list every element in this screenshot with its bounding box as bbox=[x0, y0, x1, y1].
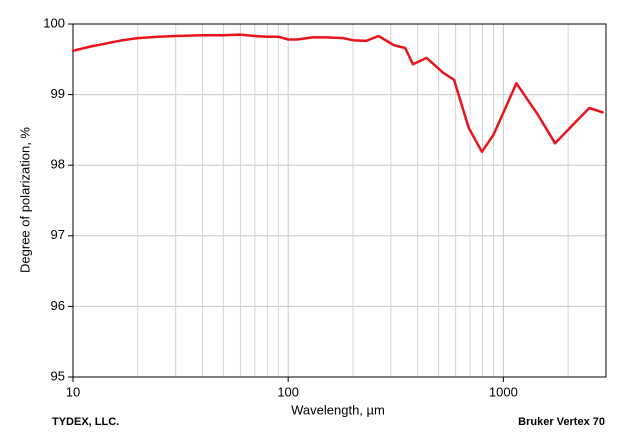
footer-left: TYDEX, LLC. bbox=[52, 416, 119, 428]
y-tick-label: 100 bbox=[43, 15, 65, 30]
x-tick-label: 1000 bbox=[489, 384, 518, 399]
y-tick-label: 97 bbox=[51, 227, 65, 242]
x-axis-label: Wavelength, µm bbox=[291, 402, 385, 417]
y-axis-label: Degree of polarization, % bbox=[17, 127, 32, 273]
y-tick-label: 99 bbox=[51, 86, 65, 101]
y-tick-label: 95 bbox=[51, 368, 65, 383]
footer-right: Bruker Vertex 70 bbox=[518, 416, 605, 428]
y-tick-label: 96 bbox=[51, 298, 65, 313]
plot-frame bbox=[72, 23, 607, 378]
x-tick-label: 10 bbox=[66, 384, 80, 399]
data-line bbox=[71, 33, 604, 154]
y-tick-label: 98 bbox=[51, 157, 65, 172]
x-tick-label: 100 bbox=[277, 384, 299, 399]
